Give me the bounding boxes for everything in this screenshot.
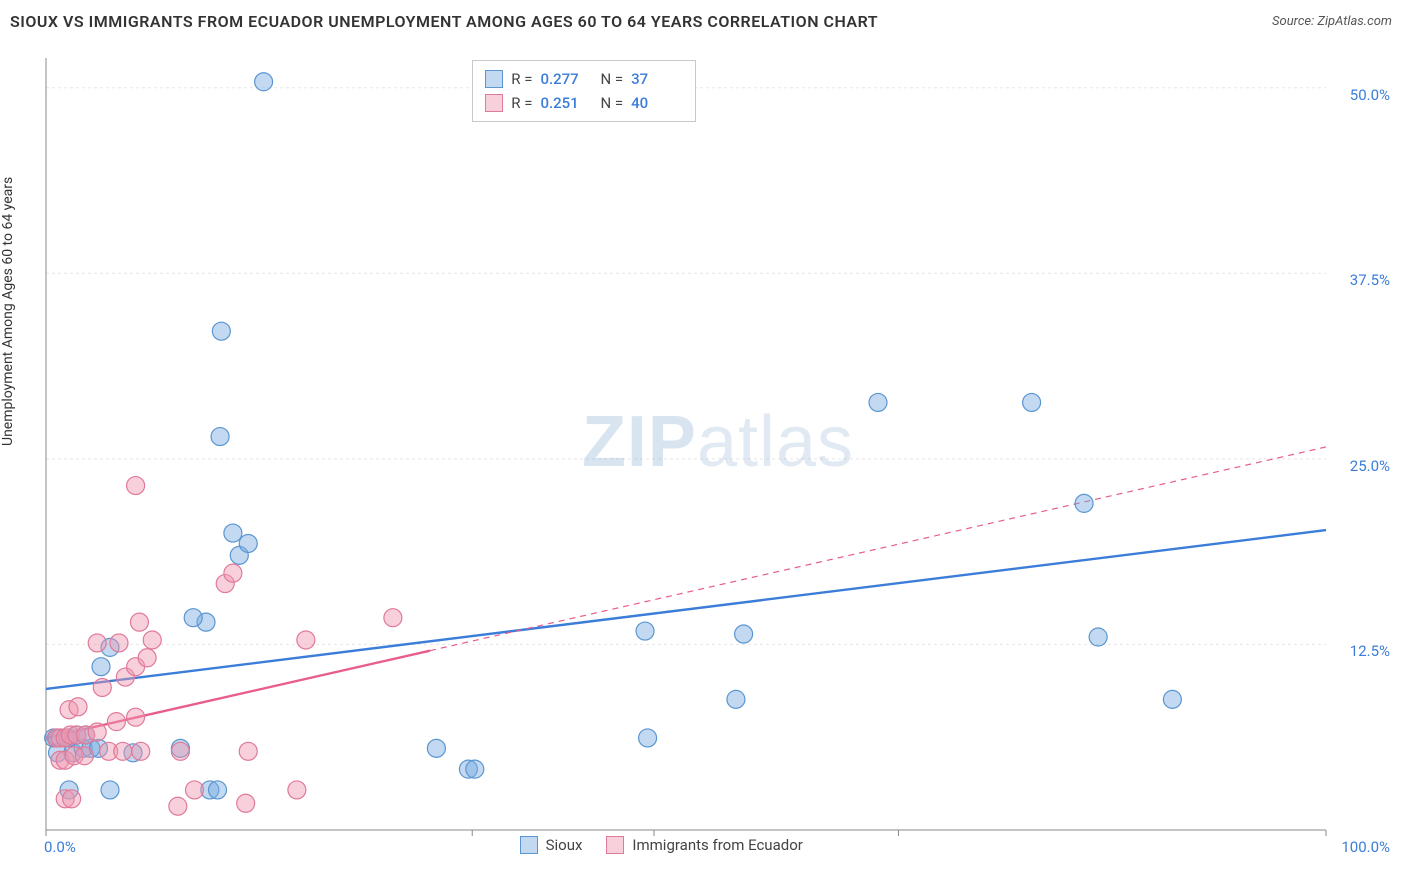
series-legend: Sioux Immigrants from Ecuador xyxy=(520,836,819,854)
chart-container: SIOUX VS IMMIGRANTS FROM ECUADOR UNEMPLO… xyxy=(0,0,1406,892)
r-value: 0.277 xyxy=(540,70,592,88)
y-tick-label: 25.0% xyxy=(1350,457,1390,475)
legend-series-label: Immigrants from Ecuador xyxy=(632,836,802,854)
x-tick-label: 100.0% xyxy=(1341,838,1390,856)
watermark-zip: ZIP xyxy=(582,402,697,482)
r-label: R = xyxy=(511,94,532,112)
source-credit: Source: ZipAtlas.com xyxy=(1272,14,1392,29)
y-axis-label: Unemployment Among Ages 60 to 64 years xyxy=(0,177,16,446)
chart-title: SIOUX VS IMMIGRANTS FROM ECUADOR UNEMPLO… xyxy=(10,12,878,31)
n-label: N = xyxy=(600,94,623,112)
y-tick-label: 37.5% xyxy=(1350,271,1390,289)
correlation-legend-row: R = 0.277 N = 37 xyxy=(485,67,683,91)
legend-swatch xyxy=(520,836,538,854)
plot-area: ZIPatlas 12.5%25.0%37.5%50.0%0.0%100.0%R… xyxy=(40,48,1396,852)
watermark-atlas: atlas xyxy=(697,402,854,482)
n-value: 37 xyxy=(631,70,683,88)
legend-swatch xyxy=(485,70,503,88)
r-label: R = xyxy=(511,70,532,88)
legend-series-label: Sioux xyxy=(546,836,583,854)
watermark: ZIPatlas xyxy=(582,401,854,483)
correlation-legend-row: R = 0.251 N = 40 xyxy=(485,91,683,115)
correlation-legend: R = 0.277 N = 37 R = 0.251 N = 40 xyxy=(472,60,696,122)
x-tick-label: 0.0% xyxy=(44,838,76,856)
n-label: N = xyxy=(600,70,623,88)
r-value: 0.251 xyxy=(540,94,592,112)
legend-swatch xyxy=(606,836,624,854)
legend-swatch xyxy=(485,94,503,112)
n-value: 40 xyxy=(631,94,683,112)
y-tick-label: 12.5% xyxy=(1350,642,1390,660)
y-tick-label: 50.0% xyxy=(1350,86,1390,104)
